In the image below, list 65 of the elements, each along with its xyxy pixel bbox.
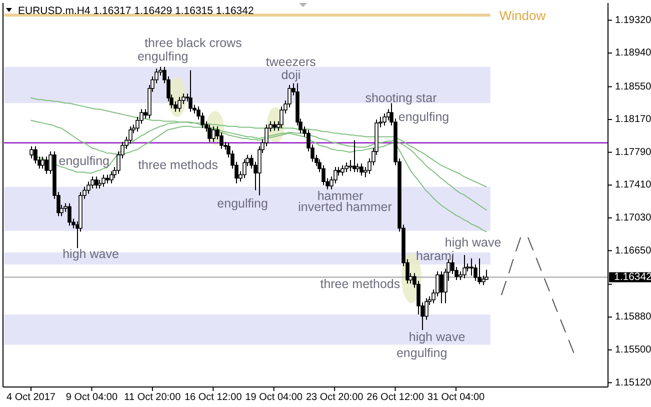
candlestick bbox=[382, 112, 386, 126]
candlestick bbox=[188, 70, 192, 112]
y-tick-label: 1.17410 bbox=[615, 180, 651, 191]
annotation: tweezers bbox=[266, 55, 316, 69]
x-tick-label: 26 Oct 12:00 bbox=[366, 392, 424, 403]
annotation: high wave bbox=[444, 235, 502, 250]
candlestick bbox=[178, 96, 182, 112]
annotation: engulfing bbox=[137, 49, 188, 64]
candlestick bbox=[30, 146, 34, 159]
candlestick bbox=[340, 164, 344, 176]
y-tick-label: 1.16650 bbox=[615, 245, 651, 256]
candlestick bbox=[272, 120, 276, 132]
candlestick bbox=[242, 158, 246, 179]
annotation: high wave bbox=[62, 247, 119, 262]
y-tick-label: 1.18940 bbox=[615, 48, 651, 59]
candlestick bbox=[348, 160, 352, 172]
candlestick bbox=[478, 258, 482, 285]
candlestick bbox=[34, 146, 38, 164]
candlestick bbox=[40, 156, 44, 170]
candlestick bbox=[360, 163, 364, 176]
annotation: three black crows bbox=[144, 36, 242, 50]
x-tick-label: 9 Oct 04:00 bbox=[66, 392, 118, 403]
annotation: doji bbox=[281, 68, 301, 82]
candlestick bbox=[482, 275, 486, 286]
candlestick bbox=[462, 254, 466, 279]
y-tick-label: 1.15880 bbox=[615, 312, 651, 323]
candlestick bbox=[94, 176, 98, 190]
y-tick-label: 1.17790 bbox=[615, 146, 651, 158]
annotation: shooting star bbox=[365, 91, 437, 106]
candlestick bbox=[344, 162, 348, 173]
x-tick-label: 16 Oct 12:00 bbox=[184, 392, 242, 403]
candlestick bbox=[208, 124, 212, 142]
y-tick-label: 1.15120 bbox=[615, 377, 651, 388]
annotation: inverted hammer bbox=[298, 200, 392, 214]
ref-line-label: Window bbox=[499, 8, 546, 24]
candlestick bbox=[90, 176, 94, 190]
x-tick-label: 19 Oct 04:00 bbox=[245, 392, 303, 403]
chart-title: EURUSD.m.H4 1.16317 1.16429 1.16315 1.16342 bbox=[18, 5, 254, 17]
line-series bbox=[528, 237, 574, 353]
line-series bbox=[501, 237, 522, 296]
x-tick-label: 31 Oct 04:00 bbox=[427, 392, 486, 403]
annotation: engulfing bbox=[217, 196, 268, 210]
annotation: three methods bbox=[320, 277, 400, 291]
annotation: hammer bbox=[317, 189, 364, 203]
x-tick-label: 23 Oct 20:00 bbox=[306, 392, 364, 403]
annotation: harami bbox=[416, 249, 454, 263]
x-tick-label: 11 Oct 20:00 bbox=[124, 392, 182, 403]
annotation: three methods bbox=[138, 158, 218, 172]
y-tick-label: 1.18550 bbox=[615, 81, 651, 92]
candlestick bbox=[44, 156, 48, 174]
annotation: engulfing bbox=[396, 346, 448, 360]
annotation: engulfing bbox=[398, 110, 450, 124]
y-tick-label: 1.18170 bbox=[615, 114, 651, 126]
candlestick bbox=[440, 270, 444, 304]
annotation: high wave bbox=[408, 330, 466, 344]
candlestick bbox=[68, 202, 72, 226]
y-tick-label: 1.19320 bbox=[615, 14, 651, 26]
x-tick-label: 4 Oct 2017 bbox=[6, 392, 56, 403]
candlestick bbox=[212, 126, 216, 142]
annotation: engulfing bbox=[58, 154, 110, 168]
y-tick-label: 1.15500 bbox=[615, 344, 651, 356]
candlestick bbox=[352, 140, 356, 173]
y-tick-label: 1.17030 bbox=[615, 212, 651, 224]
candlestick bbox=[102, 174, 106, 188]
candlestick bbox=[110, 170, 114, 184]
